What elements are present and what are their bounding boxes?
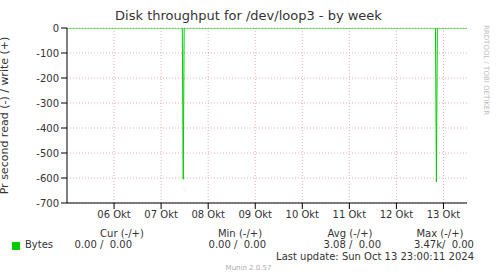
svg-text:-200: -200 (36, 73, 59, 84)
svg-text:09 Okt: 09 Okt (238, 209, 272, 220)
svg-text:-600: -600 (36, 173, 59, 184)
html-text:Cur (-/+): Cur (-/+) (100, 228, 144, 239)
html-text:Max (-/+): Max (-/+) (416, 228, 464, 239)
html-text:Bytes: Bytes (25, 239, 54, 250)
html-text:3.08 / 0.00: 3.08 / 0.00 (323, 239, 381, 250)
html-text:Last update: Sun Oct 13 23:00:: Last update: Sun Oct 13 23:00:11 2024 (276, 251, 474, 262)
svg-text:10 Okt: 10 Okt (286, 209, 320, 220)
html-text:Avg (-/+): Avg (-/+) (327, 228, 373, 239)
svg-text:-700: -700 (36, 198, 59, 209)
svg-text:06 Okt: 06 Okt (97, 209, 131, 220)
svg-text:12 Okt: 12 Okt (380, 209, 414, 220)
html-text:Disk throughput for /dev/loop3: Disk throughput for /dev/loop3 - by week (115, 8, 382, 23)
html-text:0.00 / 0.00: 0.00 / 0.00 (74, 239, 132, 250)
svg-text:13 Okt: 13 Okt (427, 209, 461, 220)
svg-text:11 Okt: 11 Okt (333, 209, 367, 220)
html-text:Munin 2.0.57: Munin 2.0.57 (225, 264, 272, 272)
svg-text:Pr second read (-) / write (+): Pr second read (-) / write (+) (8, 37, 11, 195)
html-text:Min (-/+): Min (-/+) (218, 228, 262, 239)
html-text:RRDTOOL / TOBI OETIKER: RRDTOOL / TOBI OETIKER (482, 25, 490, 116)
svg-text:0: 0 (53, 23, 59, 34)
html-text:3.47k/ 0.00: 3.47k/ 0.00 (413, 239, 474, 250)
svg-text:-100: -100 (36, 48, 59, 59)
svg-text:-500: -500 (36, 148, 59, 159)
svg-text:08 Okt: 08 Okt (191, 209, 225, 220)
html-text:0.00 / 0.00: 0.00 / 0.00 (208, 239, 266, 250)
svg-text:07 Okt: 07 Okt (144, 209, 178, 220)
svg-text:-300: -300 (36, 98, 59, 109)
svg-text:-400: -400 (36, 123, 59, 134)
